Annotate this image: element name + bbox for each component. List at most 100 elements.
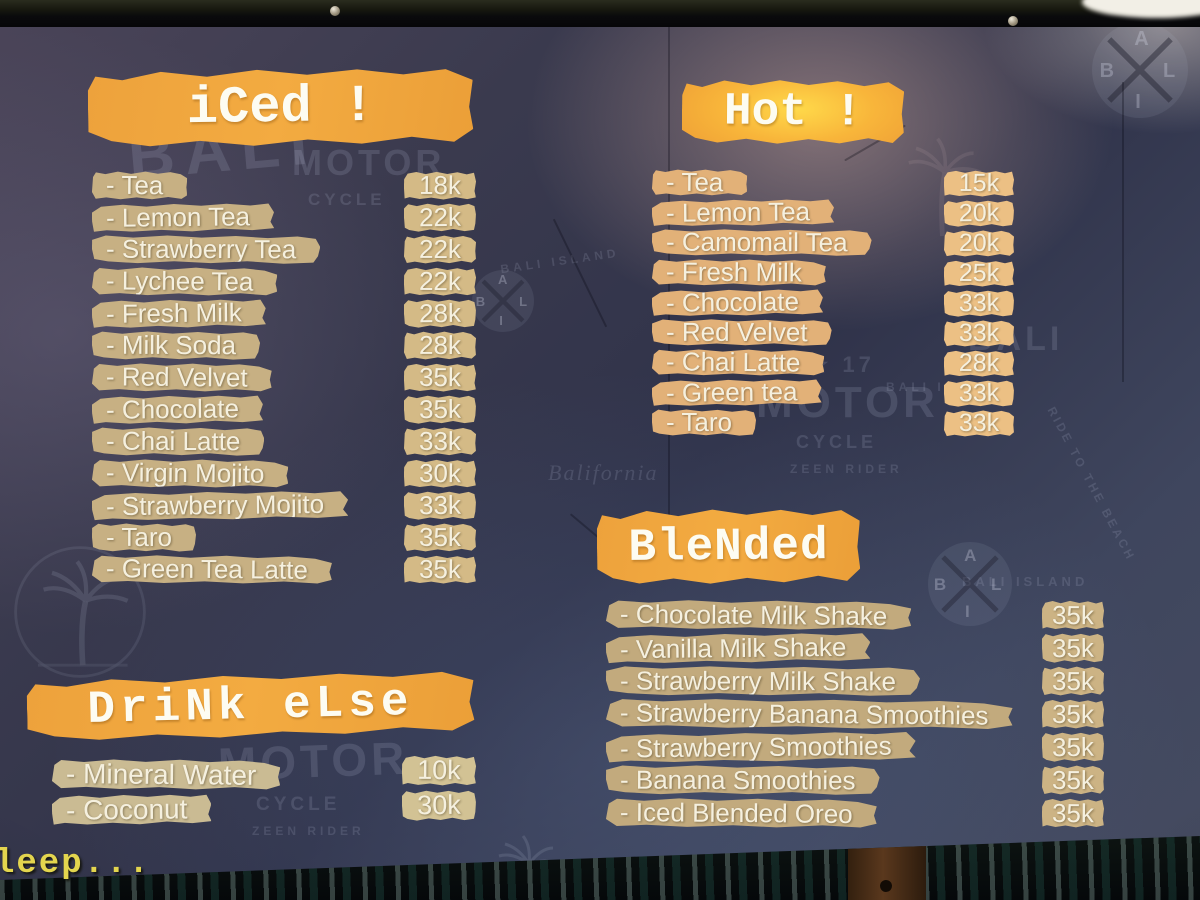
blended-item-list: - Chocolate Milk Shake - Vanilla Milk Sha… xyxy=(606,600,1013,831)
watermark-motor-text: MOTOR xyxy=(292,142,446,183)
menu-item-iced-1: - Lemon Tea xyxy=(92,202,274,233)
watermark-balifornia-text: Balifornia xyxy=(548,460,659,485)
menu-item-iced-7: - Chocolate xyxy=(92,394,263,425)
menu-item-iced-0: - Tea xyxy=(92,171,188,201)
menu-item-blended-4: - Strawberry Smoothies xyxy=(606,730,916,763)
x-cross-icon xyxy=(481,279,525,323)
badge-letter: A xyxy=(1134,27,1149,50)
menu-price-hot-7: 33k xyxy=(944,380,1014,408)
badge-letter: A xyxy=(498,272,508,288)
menu-item-hot-1: - Lemon Tea xyxy=(652,198,834,227)
menu-price-drink_else-1: 30k xyxy=(402,790,476,822)
iced-item-list: - Tea - Lemon Tea - Strawberry Tea - Lychee… xyxy=(92,171,348,587)
menu-price-blended-3: 35k xyxy=(1042,699,1104,730)
menu-price-blended-5: 35k xyxy=(1042,765,1104,795)
menu-price-blended-6: 35k xyxy=(1042,798,1104,829)
menu-item-hot-7: - Green tea xyxy=(652,378,822,407)
menu-price-iced-4: 28k xyxy=(404,299,476,329)
menu-item-blended-2: - Strawberry Milk Shake xyxy=(606,665,920,696)
watermark-island-text: BALI ISLAND xyxy=(886,380,1006,394)
watermark-motor-text: MOTOR xyxy=(217,731,410,791)
menu-item-iced-3: - Lychee Tea xyxy=(92,266,278,297)
badge-letter: I xyxy=(964,601,970,621)
watermark-beach-text: RIDE TO THE BEACH xyxy=(1044,404,1139,564)
menu-item-hot-0: - Tea xyxy=(652,169,748,197)
menu-price-hot-1: 20k xyxy=(944,200,1014,228)
menu-price-hot-3: 25k xyxy=(944,260,1014,288)
panel-seam xyxy=(1122,82,1124,382)
x-cross-icon xyxy=(1107,37,1173,103)
menu-price-iced-8: 33k xyxy=(404,427,476,456)
menu-item-blended-5: - Banana Smoothies xyxy=(606,765,880,796)
watermark-island-text: BALI ISLAND xyxy=(499,245,621,277)
hot-item-list: - Tea - Lemon Tea - Camomail Tea - Fresh Mi… xyxy=(652,169,872,439)
watermark-cycle-text: CYCLE xyxy=(256,794,341,815)
drink-else-item-list: - Mineral Water - Coconut xyxy=(52,759,280,829)
menu-price-iced-12: 35k xyxy=(404,555,476,585)
palm-tree-icon xyxy=(908,137,982,237)
palm-tree-icon xyxy=(14,546,146,678)
menu-price-hot-4: 33k xyxy=(944,290,1014,318)
crack-line xyxy=(569,513,641,573)
menu-item-iced-12: - Green Tea Latte xyxy=(92,554,332,585)
menu-price-iced-2: 22k xyxy=(404,235,476,264)
menu-price-iced-3: 22k xyxy=(404,267,476,297)
menu-item-iced-4: - Fresh Milk xyxy=(92,298,266,329)
menu-item-iced-6: - Red Velvet xyxy=(92,362,272,393)
menu-price-iced-11: 35k xyxy=(404,523,476,552)
crack-line xyxy=(552,218,608,328)
menu-price-iced-10: 33k xyxy=(404,491,476,521)
watermark-cycle-text: CYCLE xyxy=(308,190,386,209)
menu-price-iced-6: 35k xyxy=(404,363,476,393)
watermark-cycle-text: CYCLE xyxy=(796,432,878,452)
screw-icon xyxy=(1008,16,1018,26)
hot-price-list: 15k 20k 20k 25k 33k 33k 28k 33k 33k xyxy=(944,170,1014,440)
menu-price-iced-5: 28k xyxy=(404,331,476,360)
badge-letter: B xyxy=(1099,60,1115,83)
menu-price-iced-1: 22k xyxy=(404,203,476,233)
watermark-year-text: 20 ★ 17 xyxy=(766,352,875,377)
badge-letter: L xyxy=(519,293,528,309)
menu-item-iced-10: - Strawberry Mojito xyxy=(92,490,348,522)
menu-price-hot-8: 33k xyxy=(944,410,1014,437)
section-title-hot: Hot ! xyxy=(682,78,904,146)
menu-board: BALI MOTOR CYCLE 20 ★ 17 20 ★ 17 MOTOR C… xyxy=(0,22,1200,900)
badge-letter: B xyxy=(475,293,486,309)
menu-item-iced-2: - Strawberry Tea xyxy=(92,235,320,265)
menu-item-iced-5: - Milk Soda xyxy=(92,331,260,361)
menu-price-blended-4: 35k xyxy=(1042,732,1104,763)
iced-price-list: 18k 22k 22k 22k 28k 28k 35k 35k 33k 30k 33k 35k 35k xyxy=(404,171,476,587)
menu-price-hot-2: 20k xyxy=(944,230,1014,257)
badge-letter: I xyxy=(1135,91,1141,114)
menu-price-blended-1: 35k xyxy=(1042,633,1104,664)
menu-item-hot-4: - Chocolate xyxy=(652,288,823,317)
menu-item-hot-2: - Camomail Tea xyxy=(652,229,872,257)
section-title-iced: iCed ! xyxy=(88,66,474,150)
badge-letter: L xyxy=(991,574,1002,594)
menu-price-hot-6: 28k xyxy=(944,350,1014,378)
watermark-motor-text: MOTOR xyxy=(756,378,939,427)
post-hole xyxy=(880,880,892,892)
crack-line xyxy=(844,124,906,162)
watermark-rider-text: ZEEN RIDER xyxy=(252,824,365,838)
corner-text: leep... xyxy=(0,845,151,883)
panel-seam xyxy=(668,22,670,542)
watermark-bali-text: BALI xyxy=(125,104,321,194)
menu-item-iced-9: - Virgin Mojito xyxy=(92,458,289,489)
menu-item-drink_else-0: - Mineral Water xyxy=(52,758,281,791)
menu-price-iced-0: 18k xyxy=(404,171,476,201)
drink-else-price-list: 10k 30k xyxy=(402,755,476,825)
menu-item-hot-5: - Red Velvet xyxy=(652,319,832,347)
menu-price-iced-9: 30k xyxy=(404,459,476,489)
badge-letter: I xyxy=(499,313,503,329)
board-top-frame xyxy=(0,0,1200,27)
menu-item-hot-8: - Taro xyxy=(652,409,756,436)
menu-price-blended-2: 35k xyxy=(1042,666,1104,696)
watermark-island-text: BALI ISLAND xyxy=(962,574,1089,589)
menu-item-blended-1: - Vanilla Milk Shake xyxy=(606,632,871,665)
menu-price-iced-7: 35k xyxy=(404,395,476,425)
bali-x-badge-icon: A B L I xyxy=(1092,22,1188,118)
watermark-bali-text: BALI xyxy=(968,320,1064,358)
menu-price-blended-0: 35k xyxy=(1042,600,1104,631)
